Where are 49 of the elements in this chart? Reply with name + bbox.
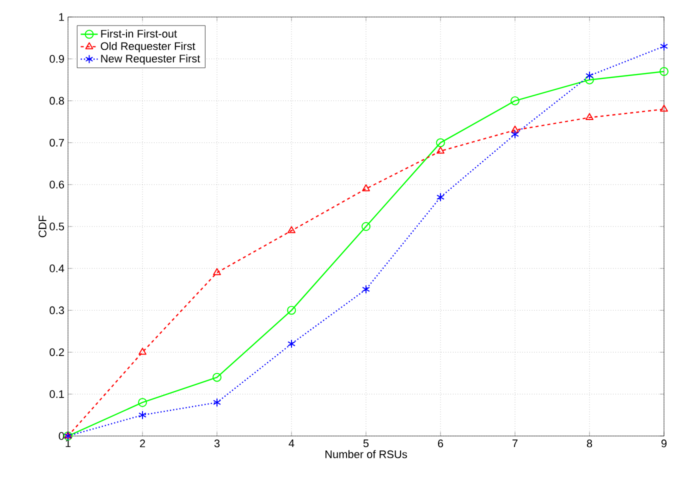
point bbox=[511, 130, 519, 139]
point bbox=[212, 372, 222, 382]
legend-label: Old Requester First bbox=[100, 42, 196, 52]
y-tick-label: 0.5 bbox=[50, 222, 64, 230]
point bbox=[660, 104, 668, 112]
y-tick-label: 0.2 bbox=[50, 348, 64, 356]
y-axis-title: CDF bbox=[38, 216, 46, 238]
x-tick-label: 9 bbox=[661, 440, 667, 448]
y-tick-label: 0.1 bbox=[50, 390, 64, 398]
point bbox=[436, 146, 444, 154]
y-tick-label: 0.9 bbox=[50, 55, 64, 63]
x-tick-label: 5 bbox=[363, 440, 369, 448]
x-tick-label: 8 bbox=[586, 440, 592, 448]
point bbox=[586, 113, 594, 120]
y-tick-label: 1 bbox=[59, 13, 64, 21]
y-tick-label: 0 bbox=[58, 432, 64, 440]
y-tick-label: 0.3 bbox=[50, 306, 64, 314]
y-tick-label: 0.4 bbox=[50, 264, 64, 272]
x-tick-label: 2 bbox=[140, 440, 145, 448]
point bbox=[660, 66, 668, 76]
x-tick-label: 3 bbox=[214, 440, 220, 448]
legend-label: First-in First-out bbox=[101, 30, 177, 38]
point bbox=[586, 71, 594, 80]
x-tick-label: 7 bbox=[512, 440, 518, 448]
point bbox=[138, 398, 147, 407]
point bbox=[510, 96, 520, 106]
point bbox=[287, 306, 296, 315]
point bbox=[436, 138, 445, 148]
point bbox=[213, 268, 221, 276]
point bbox=[138, 348, 146, 355]
x-tick-label: 1 bbox=[66, 440, 71, 448]
y-tick-label: 0.7 bbox=[50, 138, 64, 147]
y-tick-label: 0.8 bbox=[50, 96, 64, 105]
point bbox=[362, 184, 370, 192]
point bbox=[213, 398, 221, 407]
point bbox=[138, 410, 146, 420]
point bbox=[660, 42, 668, 51]
point bbox=[288, 339, 296, 348]
y-tick-label: 0.6 bbox=[50, 180, 64, 188]
point bbox=[288, 226, 296, 234]
legend-label: New Requester First bbox=[101, 54, 200, 65]
point bbox=[585, 75, 594, 84]
x-tick-label: 6 bbox=[438, 440, 444, 448]
point bbox=[362, 222, 370, 231]
point bbox=[362, 284, 370, 294]
point bbox=[436, 192, 444, 202]
x-tick-label: 4 bbox=[288, 440, 294, 448]
x-axis-title: Number of RSUs bbox=[325, 450, 407, 458]
point bbox=[511, 126, 519, 133]
